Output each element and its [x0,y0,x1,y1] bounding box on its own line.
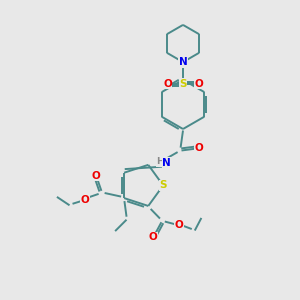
Text: H: H [156,158,164,166]
Text: O: O [163,79,172,89]
Text: O: O [149,232,158,242]
Text: O: O [81,195,89,205]
Text: S: S [179,79,187,89]
Text: S: S [160,180,167,190]
Text: O: O [194,79,203,89]
Text: O: O [195,143,204,153]
Text: O: O [92,171,100,181]
Text: N: N [178,57,188,67]
Text: N: N [162,158,171,168]
Text: O: O [175,220,184,230]
